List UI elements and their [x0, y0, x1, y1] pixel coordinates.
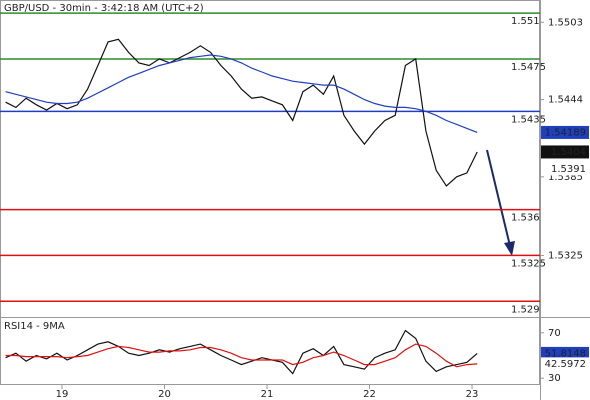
frame — [0, 0, 540, 385]
series-line — [5, 38, 478, 187]
arrow-head — [504, 241, 515, 256]
forecast-arrow — [486, 149, 511, 247]
y-tick-label: 1.5325 — [548, 250, 583, 261]
price-marker — [541, 346, 589, 360]
x-tick-label: 21 — [261, 389, 274, 400]
chart-title: GBP/USD - 30min - 3:42:18 AM (UTC+2) — [4, 3, 204, 14]
price-marker-label: 42.5972 — [545, 359, 586, 370]
y-tick-label: 30 — [548, 373, 561, 384]
series-line — [5, 329, 478, 375]
rsi-title: RSI14 - 9MA — [4, 321, 65, 332]
level-label: 1.536 — [511, 213, 540, 224]
price-marker — [541, 162, 589, 176]
price-marker-label: 1.54189 — [545, 127, 586, 138]
level-label: 1.5325 — [511, 258, 546, 269]
level-label: 1.5475 — [511, 62, 546, 73]
x-tick-label: 23 — [466, 389, 479, 400]
y-tick-label: 1.5444 — [548, 95, 583, 106]
y-tick-label: 1.5385 — [548, 172, 583, 183]
level-label: 1.5435 — [511, 114, 546, 125]
price-marker-label: 51.8148 — [545, 348, 586, 359]
series-line — [5, 343, 478, 368]
level-label: 1.529 — [511, 304, 540, 315]
price-marker — [541, 145, 589, 159]
x-tick-label: 19 — [56, 389, 69, 400]
price-marker — [541, 357, 589, 371]
price-marker — [541, 125, 589, 139]
x-tick-label: 22 — [363, 389, 376, 400]
level-label: 1.551 — [511, 16, 540, 27]
price-marker-label: 1.5391 — [551, 164, 586, 175]
price-marker-label: 1.5404 — [551, 147, 586, 158]
y-tick-label: 70 — [548, 328, 561, 339]
y-tick-label: 1.5503 — [548, 17, 583, 28]
series-line — [5, 54, 478, 133]
x-tick-label: 20 — [158, 389, 171, 400]
